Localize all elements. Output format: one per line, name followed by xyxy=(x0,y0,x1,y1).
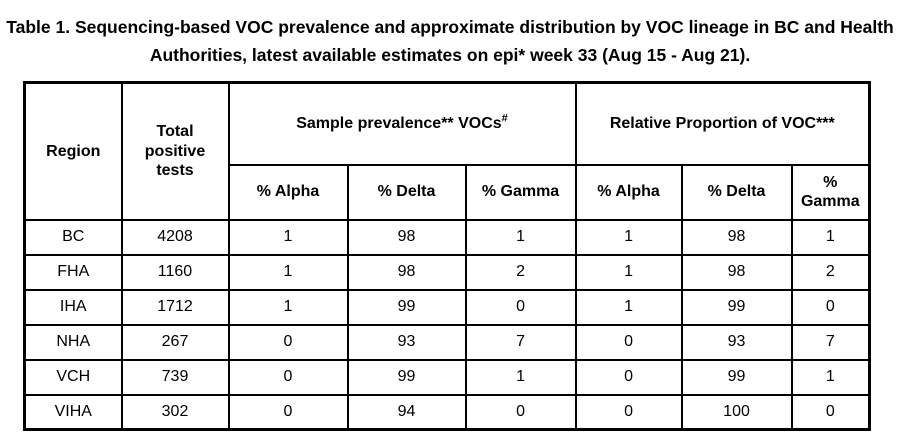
sample-prevalence-superscript: # xyxy=(501,112,508,125)
value-cell: 99 xyxy=(680,288,793,326)
table-body: BC 4208 1 98 1 1 98 1 FHA 1160 1 98 2 1 98 2 IHA 1712 1 99 0… xyxy=(23,218,871,431)
value-cell: 0 xyxy=(790,288,871,326)
value-cell: 0 xyxy=(464,288,577,326)
value-cell: 0 xyxy=(790,393,871,431)
col-header-relative-alpha: % Alpha xyxy=(574,163,683,221)
value-cell: 0 xyxy=(227,323,349,361)
region-cell: VIHA xyxy=(23,393,123,431)
value-cell: 0 xyxy=(574,323,683,361)
table-row: IHA 1712 1 99 0 1 99 0 xyxy=(23,288,871,326)
value-cell: 0 xyxy=(227,393,349,431)
value-cell: 7 xyxy=(464,323,577,361)
total-positive-tests-cell: 302 xyxy=(120,393,230,431)
value-cell: 99 xyxy=(346,358,467,396)
col-header-relative-gamma: % Gamma xyxy=(790,163,871,221)
value-cell: 2 xyxy=(790,253,871,291)
region-cell: BC xyxy=(23,218,123,256)
title-line-2: Authorities, latest available estimates … xyxy=(149,45,751,65)
value-cell: 94 xyxy=(346,393,467,431)
table-row: BC 4208 1 98 1 1 98 1 xyxy=(23,218,871,256)
value-cell: 0 xyxy=(574,358,683,396)
value-cell: 0 xyxy=(574,393,683,431)
table-row: VIHA 302 0 94 0 0 100 0 xyxy=(23,393,871,431)
header-sub-row: % Alpha % Delta % Gamma % Alpha % Delta … xyxy=(25,163,871,221)
value-cell: 1 xyxy=(227,288,349,326)
value-cell: 7 xyxy=(790,323,871,361)
region-cell: VCH xyxy=(23,358,123,396)
value-cell: 1 xyxy=(574,288,683,326)
value-cell: 93 xyxy=(680,323,793,361)
col-header-sample-delta: % Delta xyxy=(346,163,467,221)
value-cell: 99 xyxy=(346,288,467,326)
value-cell: 100 xyxy=(680,393,793,431)
value-cell: 1 xyxy=(790,358,871,396)
value-cell: 98 xyxy=(346,218,467,256)
page-title: Table 1. Sequencing-based VOC prevalence… xyxy=(0,0,900,69)
value-cell: 98 xyxy=(346,253,467,291)
table-row: VCH 739 0 99 1 0 99 1 xyxy=(23,358,871,396)
total-positive-tests-cell: 4208 xyxy=(120,218,230,256)
region-cell: IHA xyxy=(23,288,123,326)
col-header-sample-alpha: % Alpha xyxy=(227,163,349,221)
col-header-relative-delta: % Delta xyxy=(680,163,793,221)
total-positive-tests-cell: 739 xyxy=(120,358,230,396)
value-cell: 93 xyxy=(346,323,467,361)
voc-prevalence-table: Region Total positive tests Sample preva… xyxy=(23,81,872,431)
value-cell: 2 xyxy=(464,253,577,291)
total-positive-tests-cell: 267 xyxy=(120,323,230,361)
value-cell: 0 xyxy=(227,358,349,396)
region-cell: NHA xyxy=(23,323,123,361)
table-row: NHA 267 0 93 7 0 93 7 xyxy=(23,323,871,361)
title-line-1: Table 1. Sequencing-based VOC prevalence… xyxy=(6,17,894,37)
total-positive-tests-cell: 1712 xyxy=(120,288,230,326)
col-header-region: Region xyxy=(23,81,123,221)
table-header: Region Total positive tests Sample preva… xyxy=(23,81,871,221)
value-cell: 99 xyxy=(680,358,793,396)
col-header-total-positive-tests: Total positive tests xyxy=(120,81,230,221)
sample-prevalence-label: Sample prevalence** VOCs xyxy=(296,115,502,133)
value-cell: 98 xyxy=(680,218,793,256)
value-cell: 1 xyxy=(574,253,683,291)
total-positive-tests-cell: 1160 xyxy=(120,253,230,291)
value-cell: 0 xyxy=(464,393,577,431)
value-cell: 1 xyxy=(227,218,349,256)
value-cell: 1 xyxy=(464,218,577,256)
value-cell: 98 xyxy=(680,253,793,291)
col-header-sample-gamma: % Gamma xyxy=(464,163,577,221)
value-cell: 1 xyxy=(464,358,577,396)
table-row: FHA 1160 1 98 2 1 98 2 xyxy=(23,253,871,291)
value-cell: 1 xyxy=(790,218,871,256)
col-group-sample-prevalence: Sample prevalence** VOCs# xyxy=(227,81,577,166)
region-cell: FHA xyxy=(23,253,123,291)
col-group-relative-proportion: Relative Proportion of VOC*** xyxy=(574,81,871,166)
value-cell: 1 xyxy=(574,218,683,256)
header-group-row: Region Total positive tests Sample preva… xyxy=(23,81,871,221)
value-cell: 1 xyxy=(227,253,349,291)
